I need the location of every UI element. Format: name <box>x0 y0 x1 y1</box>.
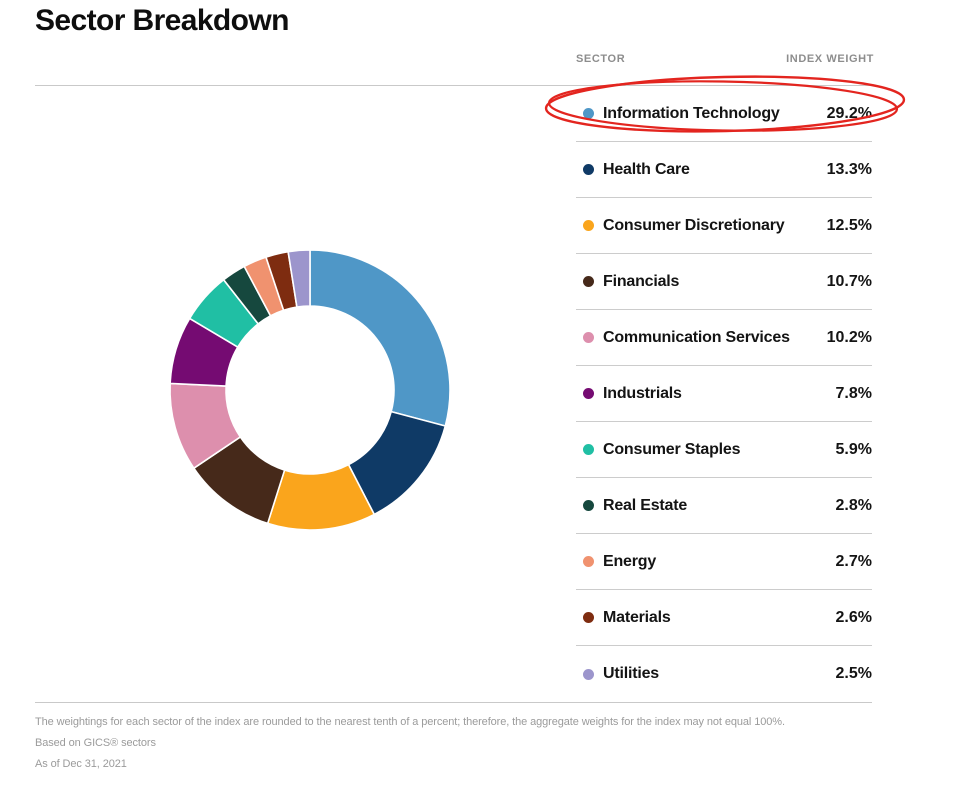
footnote-gics: Based on GICS® sectors <box>35 737 156 749</box>
table-row-utilities: Utilities 2.5% <box>576 646 872 702</box>
sector-color-dot <box>583 444 594 455</box>
sector-weight: 7.8% <box>835 384 872 402</box>
table-row-health-care: Health Care 13.3% <box>576 142 872 198</box>
sector-label: Materials <box>603 608 671 626</box>
sector-label: Consumer Discretionary <box>603 216 785 234</box>
donut-chart <box>169 249 451 531</box>
sector-weight: 2.6% <box>835 608 872 626</box>
sector-weight: 2.8% <box>835 496 872 514</box>
sector-color-dot <box>583 556 594 567</box>
sector-color-dot <box>583 164 594 175</box>
table-row-industrials: Industrials 7.8% <box>576 366 872 422</box>
table-row-consumer-discretionary: Consumer Discretionary 12.5% <box>576 198 872 254</box>
table-row-energy: Energy 2.7% <box>576 534 872 590</box>
sector-label: Energy <box>603 552 657 570</box>
sector-weight: 13.3% <box>826 160 872 178</box>
sector-label: Communication Services <box>603 328 790 346</box>
sector-label: Consumer Staples <box>603 440 741 458</box>
sector-weight: 10.7% <box>826 272 872 290</box>
sector-color-dot <box>583 108 594 119</box>
sector-color-dot <box>583 276 594 287</box>
table-row-real-estate: Real Estate 2.8% <box>576 478 872 534</box>
table-row-information-technology: Information Technology 29.2% <box>576 86 872 142</box>
sector-weight: 5.9% <box>835 440 872 458</box>
sector-label: Utilities <box>603 665 659 682</box>
sector-weight: 12.5% <box>826 216 872 234</box>
donut-slice-utilities <box>287 249 311 308</box>
table-row-consumer-staples: Consumer Staples 5.9% <box>576 422 872 478</box>
sector-weight: 2.7% <box>835 552 872 570</box>
table-row-materials: Materials 2.6% <box>576 590 872 646</box>
sector-label: Real Estate <box>603 496 688 514</box>
sector-color-dot <box>583 668 594 680</box>
sector-weight: 2.5% <box>835 665 872 682</box>
sector-color-dot <box>583 332 594 343</box>
sector-label: Industrials <box>603 384 682 402</box>
table-row-communication-services: Communication Services 10.2% <box>576 310 872 366</box>
footnotes: The weightings for each sector of the in… <box>35 716 895 779</box>
sector-weight: 29.2% <box>826 104 872 122</box>
bottom-divider <box>35 702 872 703</box>
sector-weight: 10.2% <box>826 328 872 346</box>
sector-color-dot <box>583 220 594 231</box>
sector-color-dot <box>583 612 594 623</box>
page-title: Sector Breakdown <box>35 4 289 37</box>
sector-label: Financials <box>603 272 680 290</box>
column-header-sector: SECTOR <box>576 53 626 65</box>
sector-color-dot <box>583 388 594 399</box>
table-row-financials: Financials 10.7% <box>576 254 872 310</box>
top-divider <box>35 85 872 86</box>
column-header-index-weight: INDEX WEIGHT <box>786 53 874 65</box>
footnote-rounding: The weightings for each sector of the in… <box>35 716 785 728</box>
sector-color-dot <box>583 500 594 511</box>
donut-slice-information-technology <box>309 249 451 427</box>
footnote-as-of-date: As of Dec 31, 2021 <box>35 758 127 770</box>
sector-label: Health Care <box>603 160 690 178</box>
sector-table: Information Technology 29.2% Health Care… <box>576 86 872 702</box>
sector-label: Information Technology <box>603 104 780 122</box>
